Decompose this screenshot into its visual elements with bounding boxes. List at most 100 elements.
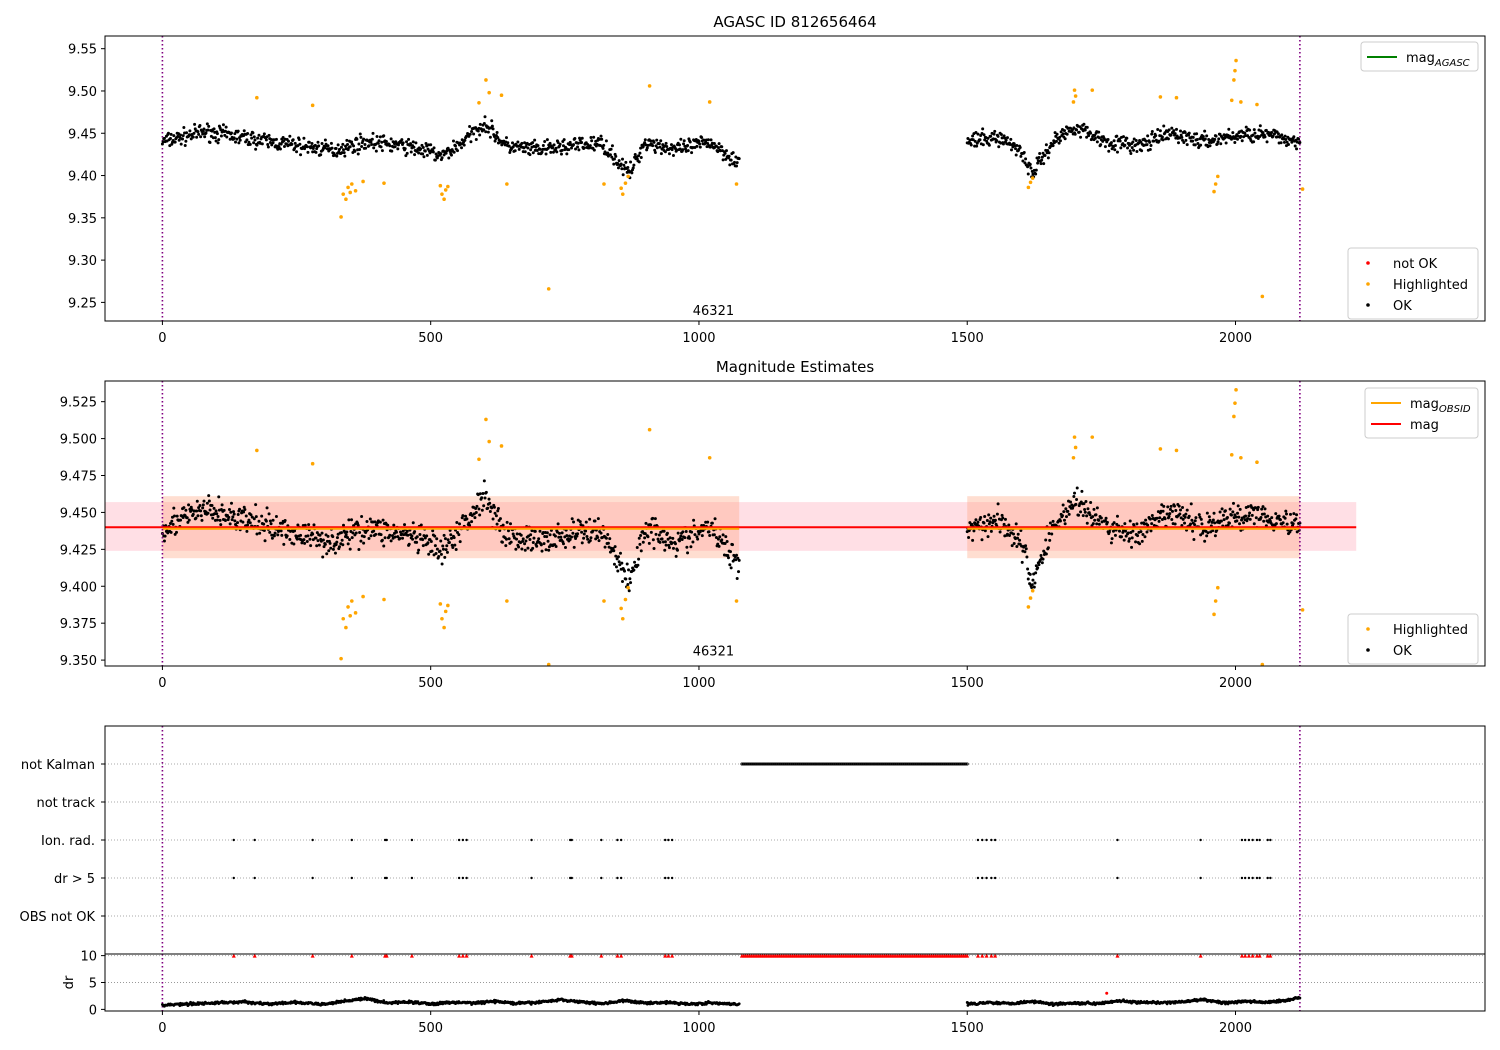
clipped-marker	[989, 953, 994, 958]
ok-point	[629, 581, 633, 585]
ok-point	[1124, 139, 1128, 143]
ok-point	[1200, 522, 1204, 526]
ok-point	[1040, 158, 1044, 162]
ok-point	[999, 133, 1003, 137]
ok-point	[200, 518, 204, 522]
flag-point	[457, 876, 461, 880]
ok-point	[1012, 532, 1016, 536]
ok-point	[574, 537, 578, 541]
ok-point	[1115, 522, 1119, 526]
clipped-marker	[231, 953, 236, 958]
ok-point	[987, 143, 991, 147]
flag-point	[920, 762, 924, 766]
ok-point	[345, 530, 349, 534]
ok-point	[612, 162, 616, 166]
ok-point	[630, 171, 634, 175]
ok-point	[468, 523, 472, 527]
ok-point	[658, 145, 662, 149]
ok-point	[1112, 139, 1116, 143]
highlighted-point	[1215, 174, 1220, 179]
ok-point	[580, 136, 584, 140]
flag-point	[461, 876, 465, 880]
ok-point	[1065, 132, 1069, 136]
ok-point	[311, 538, 315, 542]
ok-point	[1210, 520, 1214, 524]
ok-point	[498, 529, 502, 533]
ok-point	[1095, 140, 1099, 144]
flag-point	[795, 762, 799, 766]
ok-point	[1016, 536, 1020, 540]
ok-point	[320, 531, 324, 535]
ok-point	[612, 549, 616, 553]
highlighted-point	[1073, 94, 1078, 98]
ok-point	[554, 146, 558, 150]
clipped-marker	[1239, 953, 1244, 958]
ok-point	[582, 536, 586, 540]
ok-point	[435, 537, 439, 541]
ok-point	[291, 138, 295, 142]
ok-point	[1266, 514, 1270, 518]
flag-point	[842, 762, 846, 766]
x-tick-label: 1500	[951, 676, 984, 691]
ok-point	[599, 134, 603, 138]
ok-point	[603, 545, 607, 549]
ok-point	[1115, 514, 1119, 518]
ok-point	[1141, 532, 1145, 536]
ok-point	[219, 523, 223, 527]
ok-point	[1062, 510, 1066, 514]
highlighted-point	[487, 439, 491, 444]
plot-frame	[104, 380, 1486, 667]
ok-point	[540, 549, 544, 553]
x-tick-label: 0	[158, 676, 166, 691]
legend-dot-swatch	[1366, 627, 1370, 631]
flag-point	[410, 876, 414, 880]
ok-point	[1093, 518, 1097, 522]
ok-point	[1000, 513, 1004, 517]
legend-dot-swatch	[1366, 648, 1370, 652]
highlighted-point	[446, 603, 450, 608]
ok-point	[1119, 535, 1123, 539]
ok-point	[1236, 504, 1240, 508]
ok-point	[1271, 134, 1275, 138]
ok-point	[728, 163, 732, 167]
ok-point	[565, 152, 569, 156]
ok-point	[467, 521, 471, 525]
flag-point	[846, 762, 850, 766]
ok-point	[643, 532, 647, 536]
flag-point	[850, 762, 854, 766]
ok-point	[372, 529, 376, 533]
ok-point	[1060, 514, 1064, 518]
ok-point	[378, 520, 382, 524]
ok-point	[347, 518, 351, 522]
ok-point	[716, 146, 720, 150]
ok-point	[654, 532, 658, 536]
ok-point	[674, 554, 678, 558]
ok-point	[616, 161, 620, 165]
ok-point	[1131, 140, 1135, 144]
ok-point	[1178, 512, 1182, 516]
ok-point	[342, 151, 346, 155]
ok-point	[191, 135, 195, 139]
flag-point	[743, 762, 747, 766]
ok-point	[197, 506, 201, 510]
clipped-marker	[965, 953, 970, 958]
ok-point	[473, 516, 477, 520]
ok-point	[570, 535, 574, 539]
ok-point	[698, 142, 702, 146]
highlighted-point	[255, 95, 259, 100]
ok-point	[407, 542, 411, 546]
ok-point	[620, 561, 624, 565]
ok-point	[1079, 135, 1083, 139]
ok-point	[305, 145, 309, 149]
legend-label-main: Highlighted	[1393, 623, 1468, 638]
ok-point	[676, 531, 680, 535]
highlighted-point	[353, 188, 358, 193]
legend-label-main: OK	[1393, 644, 1412, 659]
ok-point	[1067, 512, 1071, 516]
ok-point	[215, 512, 219, 516]
ok-point	[680, 537, 684, 541]
ok-point	[1219, 142, 1223, 146]
ok-point	[1195, 137, 1199, 141]
ok-point	[177, 138, 181, 142]
ok-point	[509, 540, 513, 544]
